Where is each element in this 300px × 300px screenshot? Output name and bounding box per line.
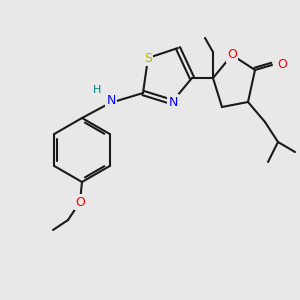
Text: O: O [277,58,287,71]
Text: O: O [75,196,85,208]
Text: O: O [227,49,237,62]
Text: N: N [168,95,178,109]
Text: H: H [93,85,101,95]
Text: N: N [106,94,116,107]
Text: S: S [144,52,152,64]
